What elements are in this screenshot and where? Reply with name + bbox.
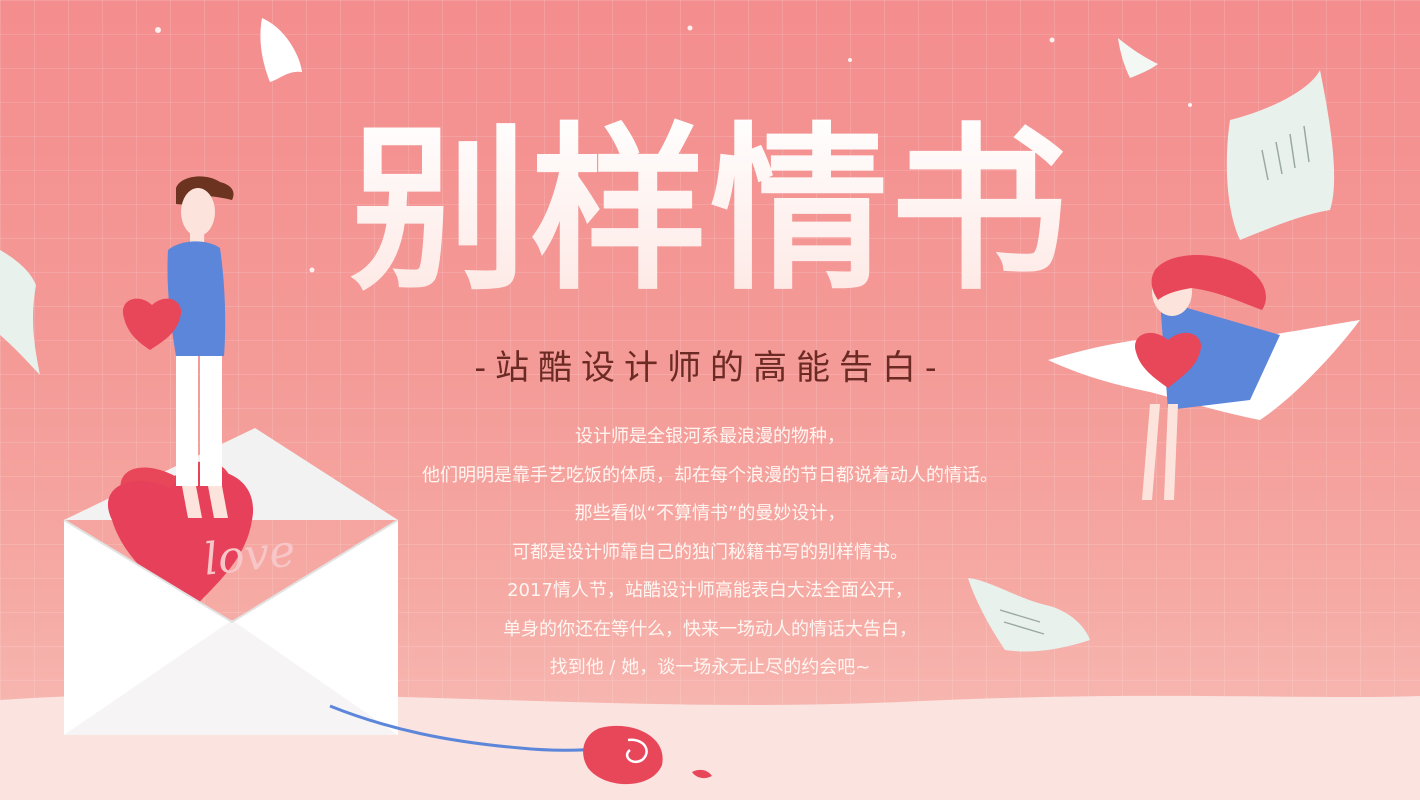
subtitle: -站酷设计师的高能告白-	[474, 348, 946, 388]
intro-line: 2017情人节，站酷设计师高能表白大法全面公开，	[507, 580, 913, 601]
intro-line: 他们明明是靠手艺吃饭的体质，却在每个浪漫的节日都说着动人的情话。	[422, 464, 998, 486]
intro-line: 设计师是全银河系最浪漫的物种，	[575, 426, 845, 447]
heart-label: love	[201, 525, 297, 585]
envelope-icon	[63, 428, 399, 735]
intro-line: 那些看似“不算情书”的曼妙设计，	[574, 503, 846, 524]
boy-figure	[122, 176, 234, 518]
intro-paragraph: 设计师是全银河系最浪漫的物种， 他们明明是靠手艺吃饭的体质，却在每个浪漫的节日都…	[330, 418, 1090, 688]
heart-icon	[1134, 332, 1202, 388]
love-text: love	[201, 525, 297, 585]
heart-icon	[122, 298, 182, 350]
intro-line: 找到他 / 她，谈一场永无止尽的约会吧~	[549, 657, 871, 678]
intro-line: 单身的你还在等什么，快来一场动人的情话大告白，	[503, 618, 917, 640]
rose-icon	[329, 704, 712, 785]
paper-sheet-icon	[0, 18, 1335, 652]
poster-title: 别样情书	[350, 105, 1070, 314]
intro-line: 可都是设计师靠自己的独门秘籍书写的别样情书。	[512, 541, 908, 563]
title-text: 别样情书	[350, 105, 1070, 314]
sparkle-icon	[155, 25, 1192, 273]
girl-figure	[1048, 255, 1360, 500]
